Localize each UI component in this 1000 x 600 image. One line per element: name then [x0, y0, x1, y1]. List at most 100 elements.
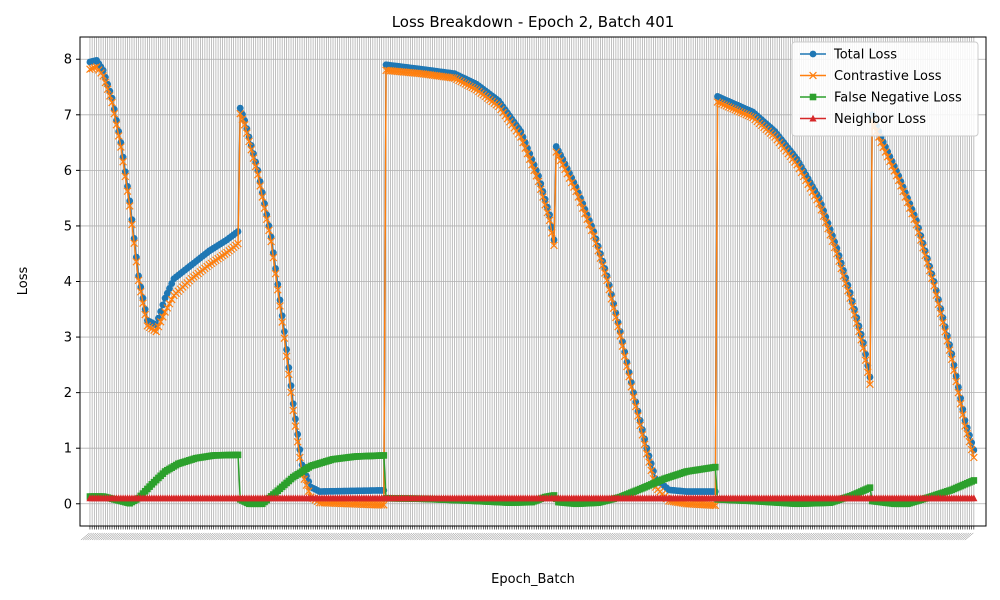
x-tick-label	[394, 532, 404, 541]
marker-stroke	[550, 241, 558, 250]
marker-stroke	[808, 188, 817, 196]
x-tick-label	[250, 532, 260, 541]
marker-stroke	[735, 107, 744, 116]
marker-stroke	[459, 78, 468, 87]
contrastive-loss-point	[556, 156, 565, 165]
marker-stroke	[890, 167, 899, 175]
x-tick-label	[441, 532, 450, 541]
x-tick-label	[575, 532, 585, 541]
contrastive-loss-point	[744, 111, 753, 120]
x-tick-label	[891, 532, 901, 541]
x-tick-label	[476, 532, 486, 541]
x-tick-label	[878, 532, 888, 541]
x-tick-label	[425, 532, 435, 541]
marker-stroke	[642, 449, 651, 458]
x-tick-label	[471, 532, 481, 541]
y-tick-label: 7	[64, 108, 72, 123]
contrastive-loss-point	[817, 206, 826, 214]
contrastive-loss-point	[609, 304, 618, 312]
x-tick-label	[204, 532, 214, 541]
marker-stroke	[744, 111, 753, 120]
marker-stroke	[810, 192, 819, 200]
x-tick-label	[266, 532, 276, 541]
contrastive-loss-point	[112, 120, 121, 129]
contrastive-loss-point	[572, 187, 580, 196]
marker-stroke	[280, 334, 289, 343]
marker-stroke	[99, 72, 108, 80]
x-tick-label	[538, 532, 547, 541]
marker-stroke	[554, 152, 563, 161]
x-tick-label	[710, 532, 720, 541]
x-tick-label	[832, 532, 841, 541]
x-tick-label	[810, 532, 819, 541]
marker-stroke	[245, 137, 253, 146]
contrastive-loss-point	[939, 318, 947, 327]
x-tick-label	[624, 532, 634, 541]
contrastive-loss-point	[293, 437, 302, 446]
contrastive-loss-point	[547, 229, 556, 237]
marker-stroke	[612, 313, 620, 322]
x-tick-label	[478, 532, 488, 541]
marker-stroke	[877, 138, 885, 147]
contrastive-loss-point	[720, 101, 728, 109]
marker-stroke	[106, 92, 114, 100]
x-tick-label	[681, 532, 691, 541]
marker-stroke	[883, 152, 892, 161]
contrastive-loss-point	[448, 73, 457, 82]
contrastive-loss-point	[576, 198, 585, 207]
contrastive-loss-point	[457, 77, 466, 86]
contrastive-loss-point	[238, 115, 247, 124]
x-tick-label	[321, 532, 331, 541]
x-tick-label	[500, 532, 510, 541]
marker-stroke	[731, 105, 740, 114]
contrastive-loss-point	[519, 138, 527, 147]
legend-label: Neighbor Loss	[834, 112, 926, 127]
contrastive-loss-point	[894, 176, 903, 185]
contrastive-loss-point	[607, 295, 616, 303]
x-tick-label	[202, 532, 212, 541]
contrastive-loss-point	[262, 215, 271, 224]
x-tick-label	[611, 532, 620, 541]
y-tick-label: 3	[64, 331, 72, 346]
contrastive-loss-point	[636, 421, 644, 430]
x-tick-label	[657, 532, 667, 541]
x-tick-label	[933, 532, 943, 541]
contrastive-loss-point	[256, 182, 264, 190]
x-tick-label	[929, 532, 939, 541]
marker-stroke	[267, 237, 275, 246]
x-tick-label	[936, 532, 945, 541]
contrastive-loss-point	[841, 279, 850, 288]
legend-marker	[809, 71, 817, 80]
contrastive-loss-point	[596, 254, 605, 262]
x-tick-label	[412, 532, 422, 541]
x-tick-label	[633, 532, 642, 541]
x-tick-label	[348, 532, 357, 541]
x-tick-label	[310, 532, 320, 541]
marker-stroke	[470, 84, 479, 93]
marker-stroke	[950, 366, 958, 375]
marker-stroke	[545, 216, 554, 225]
marker-stroke	[616, 332, 625, 340]
marker-stroke	[919, 243, 927, 252]
neighbor-loss-series	[86, 494, 978, 502]
marker-stroke	[528, 160, 536, 169]
x-tick-label	[432, 532, 441, 541]
marker-stroke	[819, 212, 828, 221]
marker-stroke	[262, 215, 271, 224]
x-tick-label	[900, 532, 910, 541]
x-tick-label	[843, 532, 852, 541]
contrastive-loss-point	[724, 103, 733, 111]
contrastive-loss-point	[254, 170, 262, 179]
contrastive-loss-point	[645, 458, 653, 466]
marker-stroke	[939, 318, 947, 327]
contrastive-loss-point	[903, 198, 912, 207]
x-tick-label	[728, 532, 738, 541]
marker-stroke	[713, 98, 722, 106]
x-tick-label	[200, 532, 209, 541]
marker-stroke	[837, 264, 846, 273]
contrastive-loss-point	[899, 187, 907, 196]
marker-stroke	[817, 206, 826, 214]
x-tick-label	[122, 532, 132, 541]
contrastive-loss-point	[289, 406, 298, 415]
